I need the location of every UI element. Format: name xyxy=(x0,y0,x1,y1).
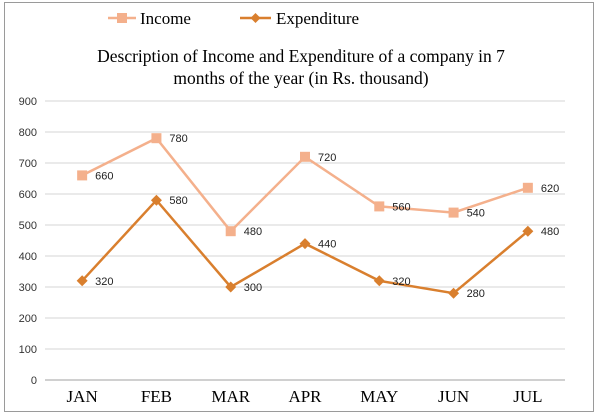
data-label: 440 xyxy=(318,239,336,251)
data-point xyxy=(299,238,311,250)
data-point xyxy=(373,275,385,287)
y-tick-label: 300 xyxy=(19,282,37,294)
x-axis: JAN FEB MAR APR MAY JUN JUL xyxy=(45,379,565,406)
data-label: 480 xyxy=(244,226,262,238)
y-tick-label: 400 xyxy=(19,251,37,263)
y-tick-label: 200 xyxy=(19,313,37,325)
legend-income-marker xyxy=(117,13,127,23)
y-tick-label: 700 xyxy=(19,158,37,170)
x-tick-label: MAR xyxy=(211,387,250,406)
data-point xyxy=(151,133,162,144)
y-tick-label: 600 xyxy=(19,189,37,201)
gridlines xyxy=(45,100,565,350)
legend-expenditure-marker xyxy=(250,13,261,23)
legend-expenditure-label: Expenditure xyxy=(276,9,359,28)
series-income: 660 780 480 720 560 540 620 xyxy=(77,133,559,238)
series-layer: 660 780 480 720 560 540 620 320 580 300 440 320 280 4… xyxy=(76,133,559,300)
data-label: 480 xyxy=(541,226,559,238)
y-tick-label: 0 xyxy=(31,375,37,387)
data-point xyxy=(448,207,459,218)
y-tick-label: 800 xyxy=(19,127,37,139)
x-tick-label: FEB xyxy=(141,387,172,406)
data-label: 780 xyxy=(169,133,187,145)
legend: Income Expenditure xyxy=(108,9,359,28)
data-point xyxy=(374,201,385,212)
data-label: 560 xyxy=(392,201,410,213)
x-tick-label: MAY xyxy=(360,387,398,406)
data-label: 580 xyxy=(169,195,187,207)
x-tick-label: JUL xyxy=(513,387,542,406)
data-point xyxy=(300,151,310,162)
data-label: 660 xyxy=(95,170,113,182)
data-point xyxy=(150,194,162,206)
data-point xyxy=(225,281,237,293)
x-tick-label: APR xyxy=(288,387,322,406)
y-tick-label: 100 xyxy=(19,344,37,356)
y-tick-label: 500 xyxy=(19,220,37,232)
series-expenditure: 320 580 300 440 320 280 480 xyxy=(76,194,559,300)
data-point xyxy=(448,287,460,299)
chart-title-line-2: months of the year (in Rs. thousand) xyxy=(173,68,428,88)
data-label: 540 xyxy=(467,208,485,220)
y-tick-label: 900 xyxy=(19,96,37,108)
data-point xyxy=(522,225,534,237)
data-label: 320 xyxy=(95,276,113,288)
x-tick-label: JUN xyxy=(438,387,469,406)
chart-frame xyxy=(4,2,594,412)
y-axis: 0 100 200 300 400 500 600 700 800 900 xyxy=(19,96,37,387)
chart-title-line-1: Description of Income and Expenditure of… xyxy=(97,46,505,66)
data-label: 300 xyxy=(244,282,262,294)
x-tick-label: JAN xyxy=(67,387,98,406)
data-point xyxy=(522,182,533,193)
data-point xyxy=(77,170,88,181)
data-label: 720 xyxy=(318,152,336,164)
legend-income-label: Income xyxy=(140,9,191,28)
data-label: 320 xyxy=(392,276,410,288)
data-label: 280 xyxy=(467,288,485,300)
data-label: 620 xyxy=(541,183,559,195)
data-point xyxy=(225,226,236,237)
data-point xyxy=(76,275,88,287)
